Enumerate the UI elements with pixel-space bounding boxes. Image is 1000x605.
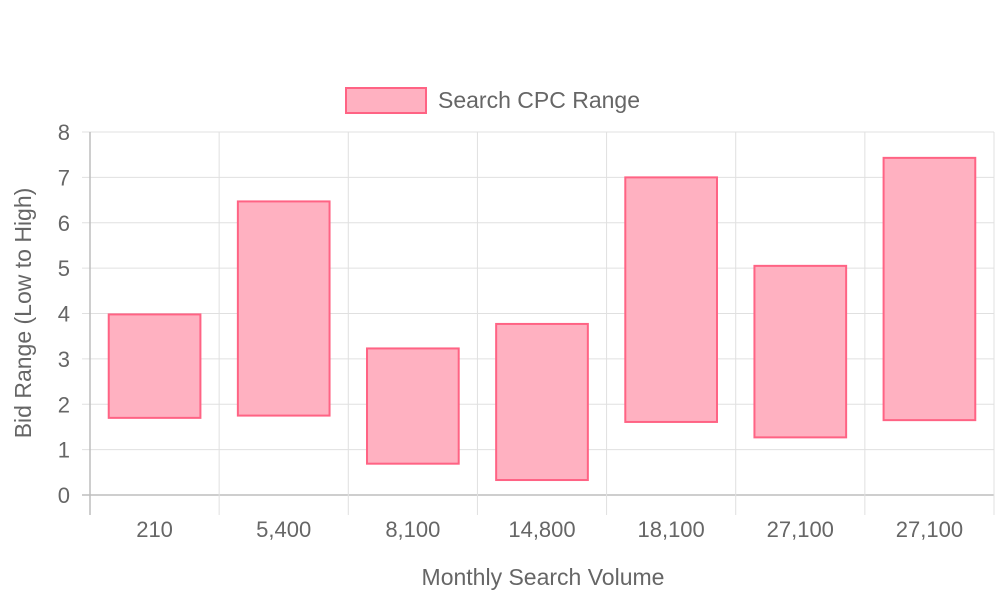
y-axis-title: Bid Range (Low to High)	[10, 188, 36, 439]
bar[interactable]	[624, 176, 718, 423]
x-tick-label: 14,800	[508, 517, 575, 542]
x-tick-label: 8,100	[385, 517, 440, 542]
y-tick-label: 6	[58, 211, 70, 236]
bar[interactable]	[495, 322, 589, 482]
grid	[82, 131, 995, 515]
x-tick-label: 27,100	[767, 517, 834, 542]
x-tick-label: 210	[136, 517, 173, 542]
y-tick-label: 4	[58, 302, 70, 327]
bar[interactable]	[107, 313, 202, 419]
y-tick-label: 3	[58, 347, 70, 372]
legend-swatch	[345, 87, 427, 114]
y-tick-label: 5	[58, 256, 70, 281]
legend-label: Search CPC Range	[438, 87, 640, 113]
y-tick-label: 2	[58, 392, 70, 417]
bar[interactable]	[366, 347, 460, 465]
legend[interactable]: Search CPC Range	[345, 87, 640, 114]
x-axis-title: Monthly Search Volume	[422, 564, 665, 590]
bar[interactable]	[236, 200, 331, 417]
bars	[107, 156, 977, 482]
y-tick-label: 8	[58, 120, 70, 145]
y-tick-label: 0	[58, 483, 70, 508]
x-tick-label: 5,400	[256, 517, 311, 542]
y-tick-label: 7	[58, 165, 70, 190]
bar[interactable]	[753, 264, 848, 439]
x-tick-label: 27,100	[896, 517, 963, 542]
y-tick-label: 1	[58, 438, 70, 463]
tick-labels: 0 1 2 3 4 5 6 7 8 210 5,400 8,100 14,800 18,100 27,100…	[58, 120, 963, 542]
bar[interactable]	[882, 156, 977, 422]
x-tick-label: 18,100	[637, 517, 704, 542]
